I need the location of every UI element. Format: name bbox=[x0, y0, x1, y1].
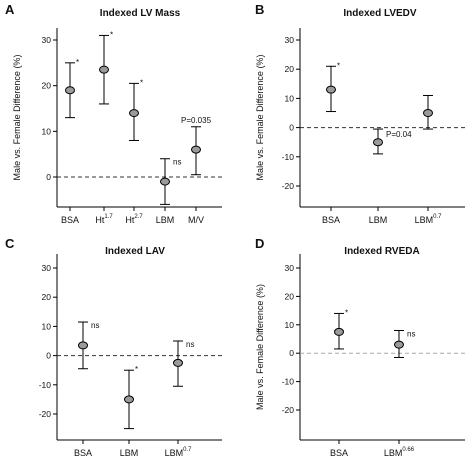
y-tick-label: 20 bbox=[285, 64, 295, 74]
panel-title: Indexed LAV bbox=[105, 246, 165, 257]
panel-title: Indexed RVEDA bbox=[344, 246, 419, 257]
y-tick-label: 10 bbox=[42, 126, 52, 136]
panel-title: Indexed LV Mass bbox=[100, 8, 181, 19]
data-point bbox=[394, 340, 404, 349]
data-point bbox=[160, 177, 170, 186]
x-tick-label: M/V bbox=[188, 215, 204, 225]
panel-letter: D bbox=[255, 236, 264, 251]
y-tick-label: 10 bbox=[42, 321, 52, 331]
y-tick-label: -10 bbox=[282, 152, 295, 162]
data-point bbox=[334, 327, 344, 336]
significance-annotation: ns bbox=[407, 329, 415, 338]
significance-annotation: ns bbox=[173, 158, 181, 167]
y-tick-label: 30 bbox=[42, 263, 52, 273]
data-point bbox=[65, 86, 75, 95]
y-tick-label: 30 bbox=[285, 35, 295, 45]
data-point bbox=[173, 358, 183, 367]
y-tick-label: 30 bbox=[285, 263, 295, 273]
panel-b: B Indexed LVEDV -20 -10 0 10 20 30 Male vs. Fema… bbox=[255, 2, 465, 225]
data-point bbox=[373, 138, 383, 147]
significance-annotation: P=0.04 bbox=[386, 130, 412, 139]
y-tick-label: 20 bbox=[285, 291, 295, 301]
data-point bbox=[191, 145, 201, 154]
y-axis-label: Male vs. Female Difference (%) bbox=[12, 55, 22, 181]
y-axis-label: Male vs. Female Difference (%) bbox=[255, 55, 265, 181]
x-tick-label: LBM bbox=[156, 215, 175, 225]
y-tick-label: 10 bbox=[285, 320, 295, 330]
panel-letter: A bbox=[5, 2, 15, 17]
panel-letter: C bbox=[5, 236, 15, 251]
data-point bbox=[326, 85, 336, 94]
x-tick-label: LBM0.66 bbox=[384, 447, 415, 458]
data-point bbox=[99, 65, 109, 74]
panel-c: C Indexed LAV -20 -10 0 10 20 30 BSA ns LBM * LBM0.7… bbox=[5, 236, 222, 458]
y-tick-label: 0 bbox=[46, 172, 51, 182]
significance-annotation: * bbox=[110, 30, 113, 39]
significance-annotation: P=0.035 bbox=[181, 116, 212, 125]
y-tick-label: 0 bbox=[46, 351, 51, 361]
y-axis-label: Male vs. Female Difference (%) bbox=[255, 284, 265, 410]
y-tick-label: 20 bbox=[42, 81, 52, 91]
x-tick-label: Ht1.7 bbox=[95, 214, 113, 225]
significance-annotation: * bbox=[76, 58, 79, 67]
y-tick-label: 30 bbox=[42, 35, 52, 45]
x-tick-label: LBM bbox=[369, 215, 388, 225]
x-tick-label: BSA bbox=[61, 215, 79, 225]
significance-annotation: * bbox=[337, 61, 340, 70]
x-tick-label: Ht2.7 bbox=[125, 214, 143, 225]
data-point bbox=[129, 109, 139, 118]
y-tick-label: -20 bbox=[39, 409, 52, 419]
x-tick-label: LBM0.7 bbox=[415, 214, 443, 225]
y-tick-label: -10 bbox=[282, 377, 295, 387]
y-tick-label: 10 bbox=[285, 93, 295, 103]
y-tick-label: -20 bbox=[282, 405, 295, 415]
data-point bbox=[423, 109, 433, 117]
panel-a: A Indexed LV Mass 0 10 20 30 Male vs. Female D… bbox=[5, 2, 222, 225]
data-point bbox=[124, 395, 134, 404]
y-tick-label: 20 bbox=[42, 292, 52, 302]
significance-annotation: ns bbox=[91, 321, 99, 330]
significance-annotation: * bbox=[135, 365, 138, 374]
significance-annotation: * bbox=[140, 78, 143, 87]
x-tick-label: BSA bbox=[74, 448, 92, 458]
x-tick-label: LBM bbox=[120, 448, 139, 458]
y-tick-label: 0 bbox=[289, 123, 294, 133]
x-tick-label: LBM0.7 bbox=[165, 447, 193, 458]
x-tick-label: BSA bbox=[330, 448, 348, 458]
y-tick-label: 0 bbox=[289, 348, 294, 358]
y-tick-label: -20 bbox=[282, 181, 295, 191]
x-tick-label: BSA bbox=[322, 215, 340, 225]
panel-letter: B bbox=[255, 2, 264, 17]
panel-title: Indexed LVEDV bbox=[343, 8, 416, 19]
panel-d: D Indexed RVEDA -20 -10 0 10 20 30 Male vs. Fema… bbox=[255, 236, 465, 458]
significance-annotation: ns bbox=[186, 340, 194, 349]
data-point bbox=[78, 341, 88, 350]
y-tick-label: -10 bbox=[39, 380, 52, 390]
significance-annotation: * bbox=[345, 308, 348, 317]
